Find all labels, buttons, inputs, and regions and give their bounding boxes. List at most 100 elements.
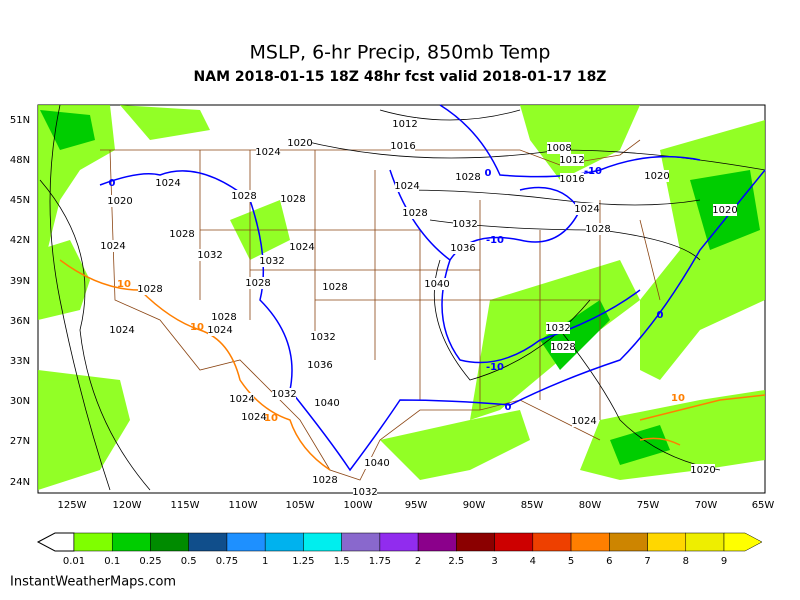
- isobar-label: 1028: [402, 208, 427, 219]
- colorbar-label: 0.25: [139, 556, 161, 567]
- label-bg: [288, 137, 312, 149]
- isobar-label: 1032: [259, 256, 284, 267]
- isobar-label: 1028: [550, 342, 575, 353]
- subtitle: NAM 2018-01-15 18Z 48hr fcst valid 2018-…: [194, 69, 607, 85]
- isobar-label: 1028: [280, 194, 305, 205]
- colorbar-cell: [188, 532, 228, 552]
- lon-label: 125W: [58, 500, 87, 511]
- colorbar-label: 7: [644, 556, 650, 567]
- colorbar-label: 1.75: [369, 556, 391, 567]
- label-bg: [156, 177, 180, 189]
- label-bg: [395, 180, 419, 192]
- isobar-label: 1024: [571, 416, 596, 427]
- lat-label: 48N: [10, 155, 30, 166]
- isobar-label: 1028: [312, 475, 337, 486]
- label-bg: [311, 331, 335, 343]
- isobar-label: 1040: [314, 398, 339, 409]
- colorbar-label: 0.01: [63, 556, 85, 567]
- colorbar-label: 1.25: [292, 556, 314, 567]
- isobar-label: 1040: [424, 279, 449, 290]
- colorbar-label: 1: [262, 556, 268, 567]
- isobar-label: 1028: [585, 224, 610, 235]
- colorbar-cell: [532, 532, 572, 552]
- label-bg: [393, 118, 417, 130]
- colorbar-cell: [570, 532, 610, 552]
- label-bg: [713, 204, 737, 216]
- colorbar-label: 5: [568, 556, 574, 567]
- lon-label: 115W: [171, 500, 200, 511]
- isobar-label: 1024: [289, 242, 314, 253]
- label-bg: [230, 393, 254, 405]
- colorbar-cell: [150, 532, 189, 552]
- label-bg: [198, 249, 222, 261]
- lon-label: 120W: [113, 500, 142, 511]
- label-bg: [691, 464, 715, 476]
- label-bg: [560, 154, 584, 166]
- label-bg: [101, 240, 125, 252]
- lat-label: 30N: [10, 396, 30, 407]
- label-bg: [645, 170, 669, 182]
- label-bg: [403, 207, 427, 219]
- label-bg: [170, 228, 194, 240]
- isobar-label: 1020: [644, 171, 669, 182]
- lat-label: 45N: [10, 195, 30, 206]
- label-bg: [315, 397, 339, 409]
- colorbar-label: 2: [415, 556, 421, 567]
- colorbar-cell: [609, 532, 648, 552]
- lon-label: 90W: [463, 500, 486, 511]
- colorbar-label: 2.5: [448, 556, 464, 567]
- label-bg: [281, 193, 305, 205]
- isobar-label: 1024: [574, 204, 599, 215]
- temp-label: 10: [671, 393, 685, 404]
- isobar-label: 1020: [690, 465, 715, 476]
- isobar-label: 1024: [394, 181, 419, 192]
- label-bg: [260, 255, 284, 267]
- lon-label: 95W: [405, 500, 428, 511]
- temp-label: -10: [486, 362, 504, 373]
- isobar-label: 1024: [241, 412, 266, 423]
- isobar-label: 1024: [207, 325, 232, 336]
- isobar-label: 1012: [559, 155, 584, 166]
- lat-label: 51N: [10, 115, 30, 126]
- colorbar-cell: [417, 532, 457, 552]
- isobar-label: 1032: [197, 250, 222, 261]
- isobar-label: 1036: [450, 243, 475, 254]
- label-bg: [308, 359, 332, 371]
- label-bg: [586, 223, 610, 235]
- isobar-label: 1008: [546, 143, 571, 154]
- isobar-label: 1024: [255, 147, 280, 158]
- label-bg: [551, 341, 575, 353]
- isobar-label: 1012: [392, 119, 417, 130]
- footer: InstantWeatherMaps.com: [10, 575, 176, 590]
- label-bg: [272, 388, 296, 400]
- colorbar-cell: [73, 532, 113, 552]
- label-bg: [208, 324, 232, 336]
- lon-label: 70W: [695, 500, 718, 511]
- temp-label: -10: [584, 166, 602, 177]
- colorbar-cell: [494, 532, 534, 552]
- isobar-label: 1024: [229, 394, 254, 405]
- colorbar-cell: [685, 532, 725, 552]
- colorbar-label: 3: [491, 556, 497, 567]
- label-bg: [242, 411, 266, 423]
- isobar-label: 1032: [310, 332, 335, 343]
- label-bg: [560, 173, 584, 185]
- isobar-label: 1020: [107, 196, 132, 207]
- colorbar-label: 1.5: [334, 556, 350, 567]
- isobar-label: 1040: [364, 458, 389, 469]
- label-bg: [575, 203, 599, 215]
- isobar-label: 1028: [211, 312, 236, 323]
- isobar-label: 1036: [307, 360, 332, 371]
- lat-label: 27N: [10, 436, 30, 447]
- colorbar-end: [723, 532, 763, 552]
- label-bg: [290, 241, 314, 253]
- isotherms-orange: [59, 259, 766, 471]
- label-bg: [256, 146, 280, 158]
- colorbar-cell: [341, 532, 381, 552]
- lon-label: 110W: [229, 500, 258, 511]
- label-bg: [138, 283, 162, 295]
- colorbar-label: 6: [606, 556, 612, 567]
- colorbar-label: 4: [530, 556, 536, 567]
- temp-label: 0: [485, 168, 492, 179]
- lat-label: 33N: [10, 356, 30, 367]
